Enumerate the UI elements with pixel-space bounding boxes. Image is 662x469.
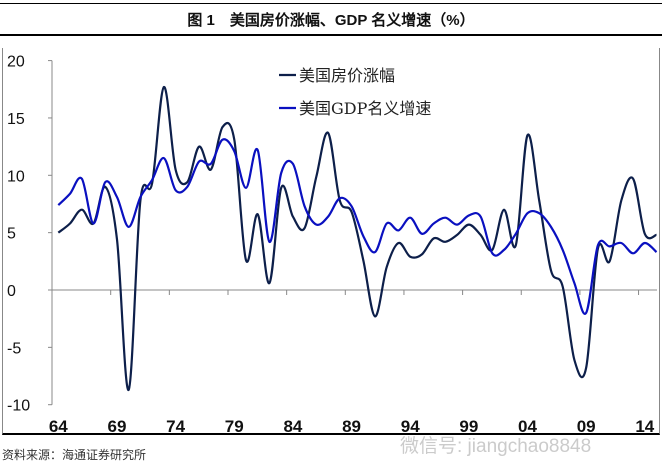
x-tick-label: 64 xyxy=(49,417,68,436)
y-tick-label: 10 xyxy=(7,168,25,185)
x-tick-label: 69 xyxy=(107,417,126,436)
x-tick-label: 09 xyxy=(577,417,596,436)
y-tick-label: 0 xyxy=(7,283,16,300)
x-tick-label: 94 xyxy=(401,417,420,436)
x-tick-label: 99 xyxy=(459,417,478,436)
watermark: 微信号: jiangchao8848 xyxy=(400,436,592,457)
chart-frame xyxy=(2,48,660,435)
y-tick-label: -10 xyxy=(7,398,30,415)
x-tick-label: 84 xyxy=(283,417,302,436)
legend-label: 美国GDP名义增速 xyxy=(299,99,431,118)
y-tick-label: 15 xyxy=(7,111,25,128)
x-tick-label: 04 xyxy=(518,417,537,436)
y-tick-label: 20 xyxy=(7,54,25,71)
x-tick-label: 74 xyxy=(166,417,185,436)
y-tick-label: 5 xyxy=(7,226,16,243)
source-note: 资料来源：海通证券研究所 xyxy=(2,448,147,462)
legend-label: 美国房价涨幅 xyxy=(299,66,395,85)
series-line-gdp xyxy=(57,138,658,315)
x-tick-label: 89 xyxy=(342,417,361,436)
x-tick-label: 79 xyxy=(225,417,244,436)
y-tick-label: -5 xyxy=(7,340,21,357)
chart-title: 图 1 美国房价涨幅、GDP 名义增速（%） xyxy=(0,3,662,36)
series-line-house-price xyxy=(57,85,657,391)
x-tick-label: 14 xyxy=(635,417,654,436)
